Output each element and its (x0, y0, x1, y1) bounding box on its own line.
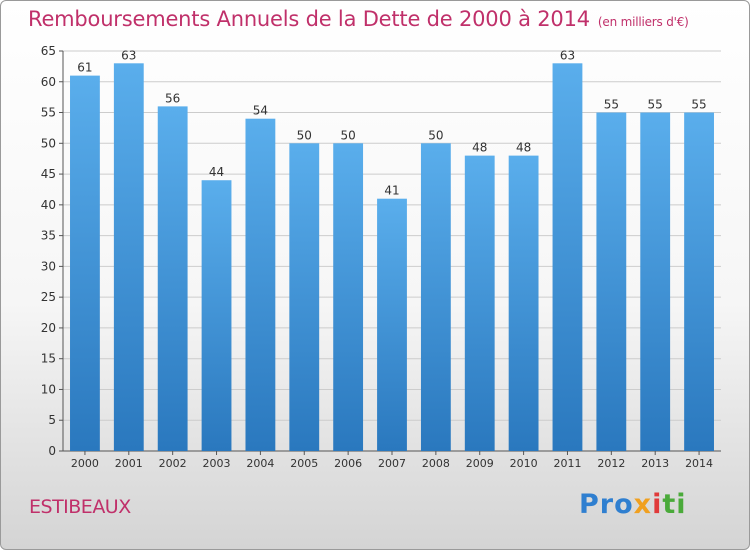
y-tick-label: 35 (41, 229, 56, 243)
bar-value-label: 48 (516, 141, 531, 155)
bar (464, 155, 495, 451)
x-tick-label: 2001 (115, 457, 143, 470)
bar (640, 112, 671, 452)
x-tick-label: 2013 (641, 457, 669, 470)
x-tick-label: 2004 (246, 457, 274, 470)
bar (508, 155, 539, 451)
y-tick-label: 30 (41, 259, 56, 273)
bar (377, 198, 407, 451)
x-tick-label: 2012 (597, 457, 625, 470)
x-tick-label: 2011 (553, 457, 581, 470)
x-tick-label: 2005 (290, 457, 318, 470)
bar-value-label: 56 (165, 91, 180, 105)
y-tick-label: 40 (41, 198, 56, 212)
bar (333, 143, 364, 452)
chart-unit: (en milliers d'€) (597, 15, 689, 29)
bar-value-label: 55 (648, 98, 663, 112)
x-tick-label: 2003 (203, 457, 231, 470)
bar (420, 143, 451, 452)
y-tick-label: 5 (48, 413, 56, 427)
bar-value-label: 54 (253, 104, 268, 118)
y-tick-label: 45 (41, 167, 56, 181)
bar-value-label: 63 (560, 48, 575, 62)
y-tick-label: 50 (41, 136, 56, 150)
x-tick-label: 2000 (71, 457, 99, 470)
y-tick-label: 0 (48, 444, 56, 458)
bar-value-label: 63 (121, 48, 136, 62)
x-tick-label: 2010 (510, 457, 538, 470)
y-tick-label: 10 (41, 382, 56, 396)
logo-part-x: x (633, 489, 653, 520)
bar (70, 75, 100, 451)
logo-part-i: i (652, 489, 663, 520)
bar (596, 112, 627, 452)
bar-value-label: 50 (340, 128, 355, 142)
bar-value-label: 50 (297, 128, 312, 142)
bar (552, 63, 583, 452)
chart-title-text: Remboursements Annuels de la Dette de 20… (28, 7, 590, 31)
x-tick-label: 2009 (466, 457, 494, 470)
y-tick-label: 65 (41, 44, 56, 58)
bar-value-label: 41 (384, 184, 399, 198)
proxiti-logo: Proxiti (579, 489, 687, 520)
y-tick-label: 55 (41, 106, 56, 120)
y-tick-label: 15 (41, 352, 56, 366)
x-tick-label: 2006 (334, 457, 362, 470)
bar (157, 106, 188, 451)
bar-value-label: 55 (604, 98, 619, 112)
x-tick-label: 2007 (378, 457, 406, 470)
bar (245, 118, 276, 451)
y-tick-label: 20 (41, 321, 56, 335)
location-name: ESTIBEAUX (29, 496, 131, 518)
bar-value-label: 50 (428, 128, 443, 142)
bar-value-label: 48 (472, 141, 487, 155)
bar (113, 63, 144, 452)
x-tick-label: 2014 (685, 457, 713, 470)
x-tick-label: 2002 (159, 457, 187, 470)
y-tick-label: 25 (41, 290, 56, 304)
bar (684, 112, 714, 452)
bar-value-label: 44 (209, 165, 224, 179)
logo-part-ti: ti (662, 489, 687, 520)
bar-value-label: 55 (691, 98, 706, 112)
y-tick-label: 60 (41, 75, 56, 89)
chart-title: Remboursements Annuels de la Dette de 20… (28, 7, 689, 31)
logo-part-pro: Pro (579, 489, 634, 520)
bar (289, 143, 320, 452)
bar-value-label: 61 (77, 61, 92, 75)
bar (201, 180, 232, 451)
x-tick-label: 2008 (422, 457, 450, 470)
